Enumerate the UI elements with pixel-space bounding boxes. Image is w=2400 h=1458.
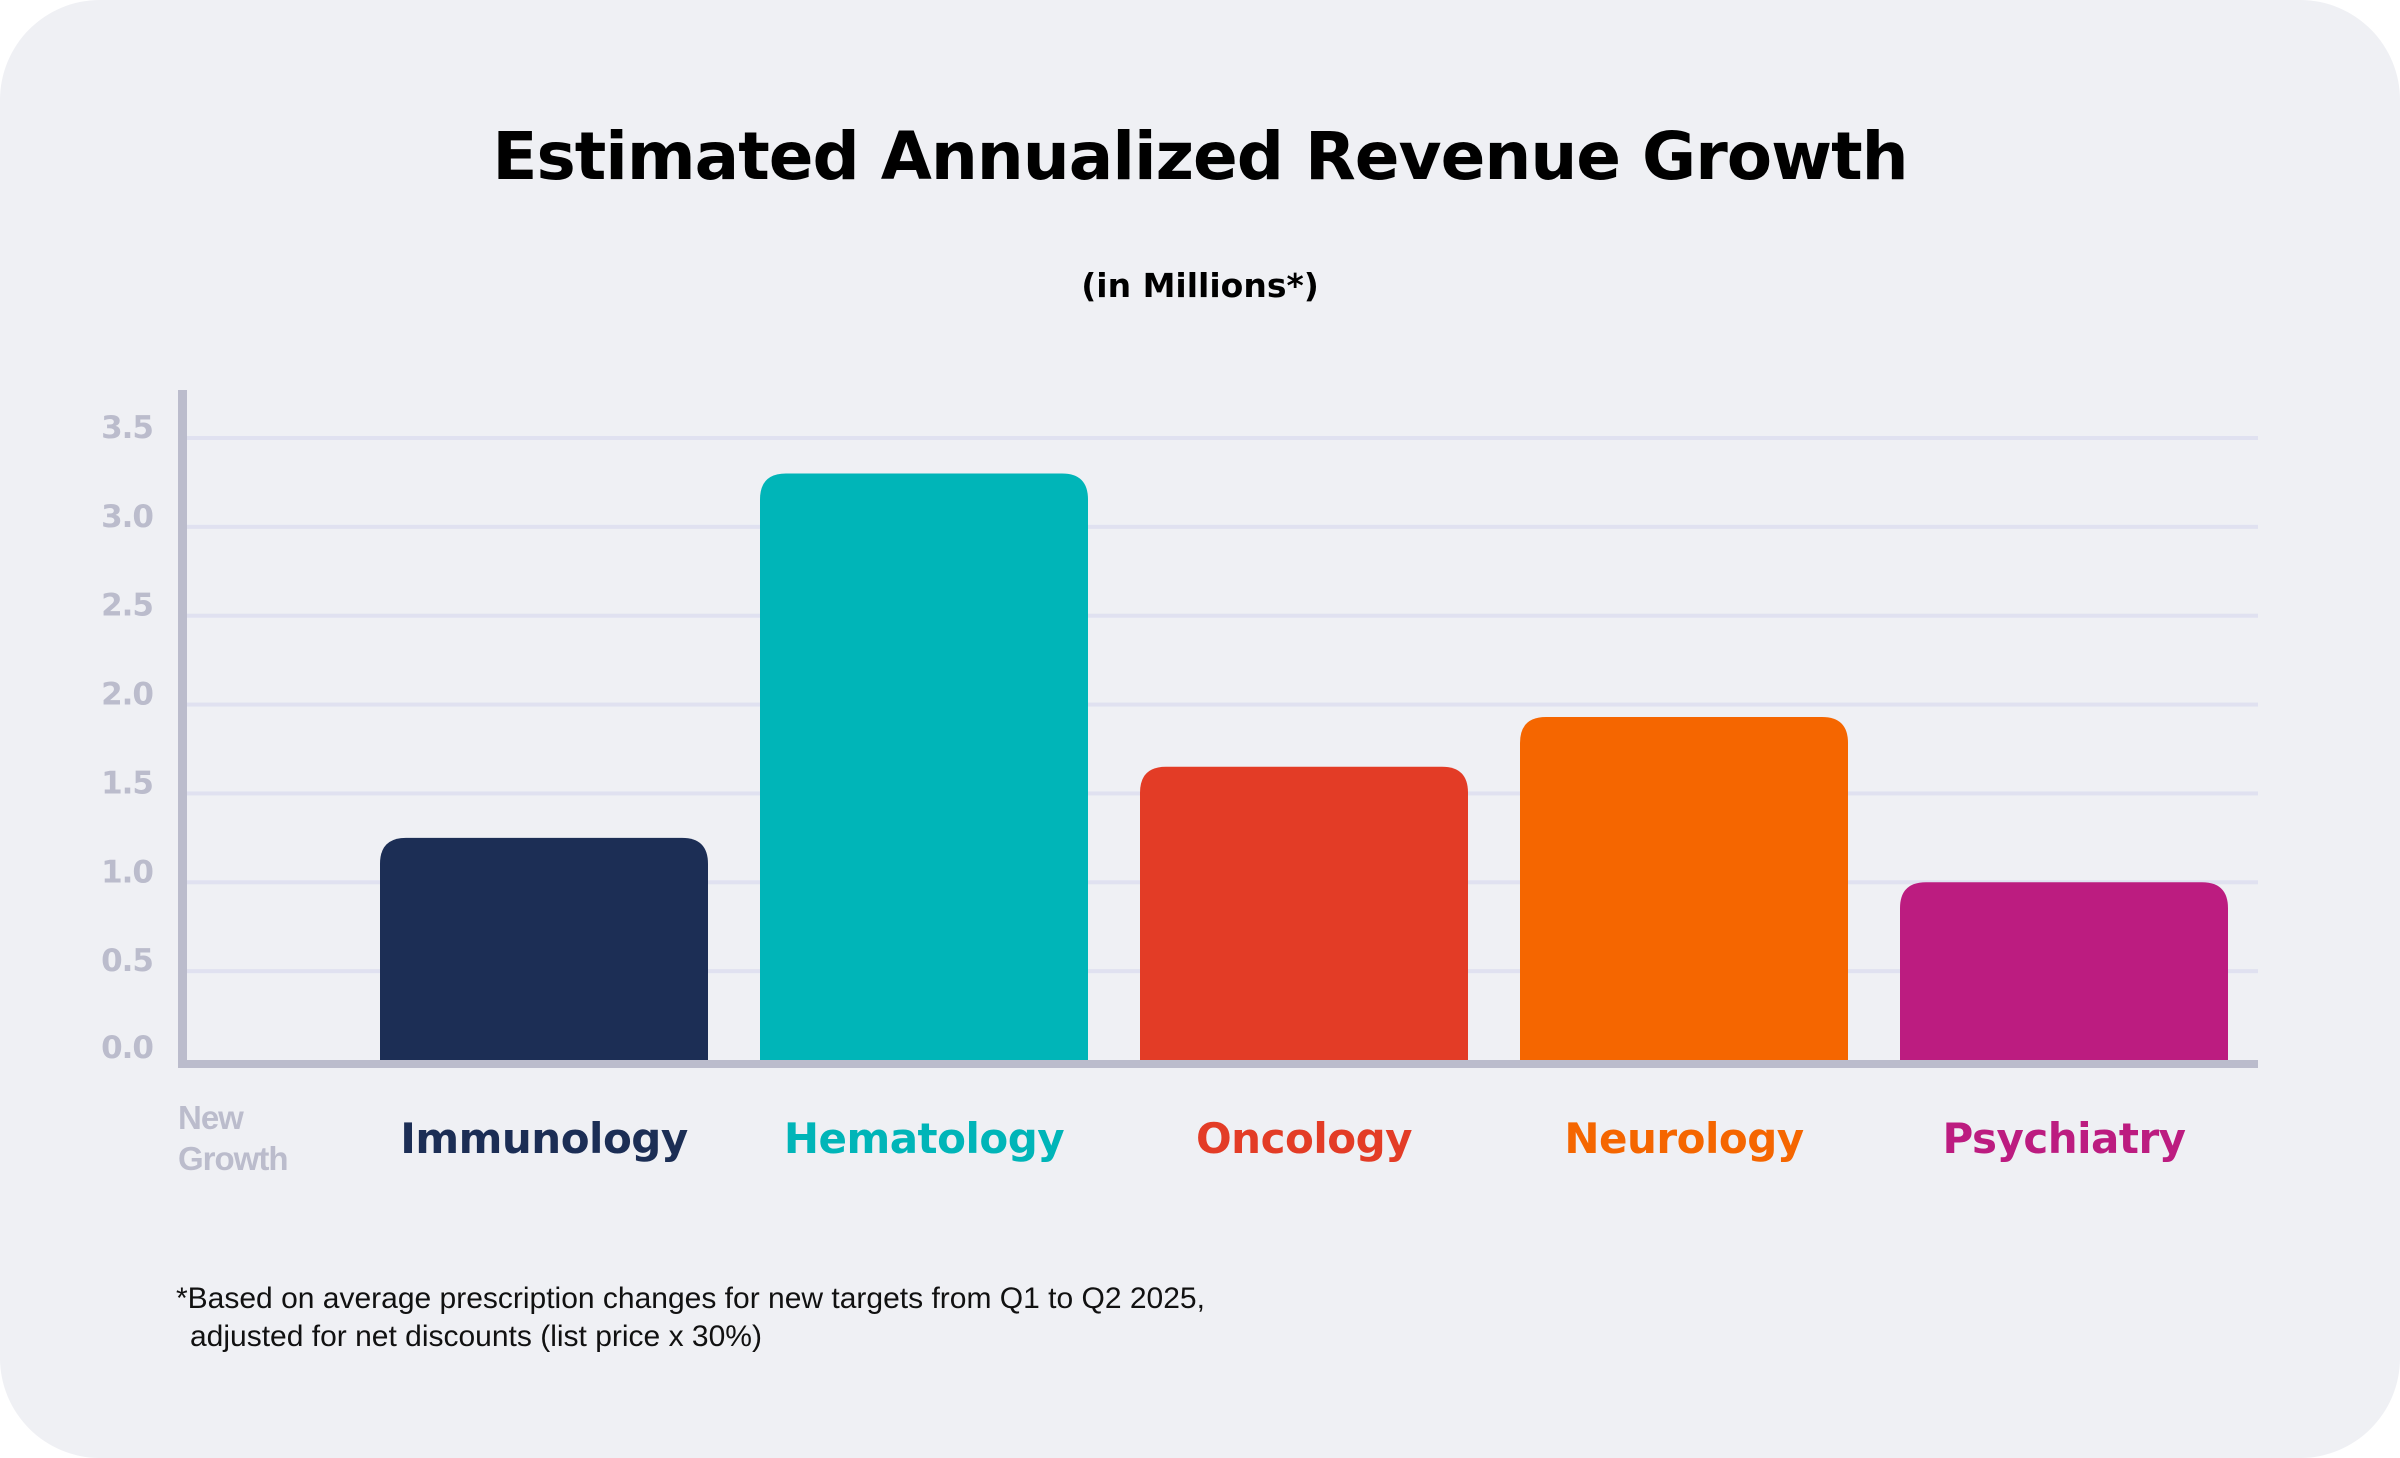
chart-subtitle: (in Millions*) <box>1081 266 1319 305</box>
footnote-line-2: adjusted for net discounts (list price x… <box>190 1320 762 1353</box>
bars <box>380 473 2228 1060</box>
gridline <box>187 613 2258 618</box>
y-tick-label: 1.0 <box>101 854 153 890</box>
bar-neurology <box>1520 717 1848 1060</box>
y-tick-label: 2.0 <box>101 677 153 713</box>
x-tick-label-hematology: Hematology <box>784 1114 1064 1163</box>
y-tick-label: 0.5 <box>101 943 153 979</box>
y-tick-label: 3.5 <box>101 410 153 446</box>
y-axis-line <box>178 390 187 1068</box>
x-axis-title-line-1: New <box>178 1099 244 1136</box>
footnote: *Based on average prescription changes f… <box>176 1280 1205 1356</box>
bar-psychiatry <box>1900 882 2228 1060</box>
axes <box>178 390 2258 1068</box>
gridline <box>187 436 2258 440</box>
x-axis-line <box>178 1060 2258 1068</box>
x-tick-label-oncology: Oncology <box>1196 1114 1412 1163</box>
y-tick-label: 0.0 <box>101 1030 153 1066</box>
x-tick-label-neurology: Neurology <box>1564 1114 1803 1163</box>
bar-immunology <box>380 837 708 1060</box>
gridline <box>187 702 2258 707</box>
x-tick-label-immunology: Immunology <box>400 1114 688 1163</box>
bar-oncology <box>1140 766 1468 1060</box>
bar-hematology <box>760 473 1088 1060</box>
x-axis-title-line-2: Growth <box>178 1140 287 1177</box>
y-tick-label: 2.5 <box>101 588 153 624</box>
gridline <box>187 524 2258 529</box>
x-axis-labels: Immunology Hematology Oncology Neurology Psy… <box>400 1114 2186 1163</box>
y-tick-label: 3.0 <box>101 499 153 535</box>
y-axis-ticks: 0.0 0.5 1.0 1.5 2.0 2.5 3.0 3.5 <box>101 410 154 1066</box>
y-tick-label: 1.5 <box>101 765 153 801</box>
x-axis-title: New Growth <box>178 1099 287 1177</box>
footnote-line-1: *Based on average prescription changes f… <box>176 1282 1205 1315</box>
chart-title: Estimated Annualized Revenue Growth <box>492 118 1908 195</box>
x-tick-label-psychiatry: Psychiatry <box>1942 1114 2185 1163</box>
